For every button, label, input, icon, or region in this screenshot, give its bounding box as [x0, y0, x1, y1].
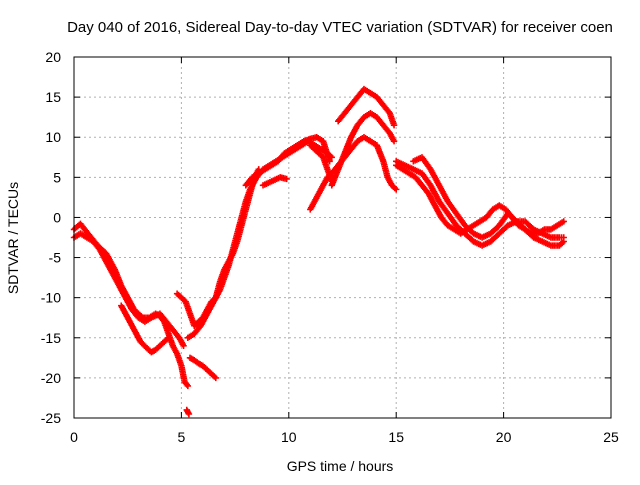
series-track-j [307, 134, 400, 213]
x-tick-label: 5 [178, 429, 186, 445]
x-tick-label: 25 [603, 429, 619, 445]
data-point [390, 138, 398, 145]
y-tick-label: 10 [45, 129, 61, 145]
series-track-h [242, 134, 333, 189]
x-tick-label: 0 [70, 429, 78, 445]
y-tick-label: -10 [41, 290, 61, 306]
series-track-p [410, 154, 567, 249]
x-tick-label: 20 [496, 429, 512, 445]
series-track-d [186, 354, 219, 382]
data-point [560, 218, 567, 225]
axes: 0 5 10 15 20 25 -25 -20 -15 -10 -5 0 5 10 15 20 [41, 49, 619, 445]
data-point [180, 342, 187, 349]
series-track-i [259, 174, 290, 189]
y-tick-label: -20 [41, 370, 61, 386]
series-track-l [335, 85, 398, 129]
data-point [184, 382, 192, 390]
plot-frame [73, 56, 612, 419]
data-point [185, 410, 193, 418]
x-tick-label: 10 [281, 429, 297, 445]
data-point [560, 238, 567, 245]
data-point [393, 186, 400, 193]
data-point [328, 178, 335, 185]
series-track-o [393, 158, 567, 249]
x-tick-label: 15 [388, 429, 404, 445]
series-track-b [70, 230, 187, 349]
series-track-c [118, 302, 172, 356]
y-tick-label: -25 [41, 410, 61, 426]
y-tick-label: 15 [45, 89, 61, 105]
chart-title: Day 040 of 2016, Sidereal Day-to-day VTE… [67, 19, 613, 36]
series-track-k [328, 109, 398, 189]
y-axis-label: SDTVAR / TECUs [5, 182, 21, 294]
data-point [165, 334, 172, 341]
x-axis-label: GPS time / hours [287, 458, 394, 474]
y-tick-label: 5 [53, 169, 61, 185]
series-track-e [183, 406, 193, 418]
series-track-m [307, 142, 335, 185]
data-point [212, 374, 219, 382]
y-tick-label: -5 [49, 250, 62, 266]
data-point [283, 175, 290, 183]
y-tick-label: -15 [41, 330, 61, 346]
data-point [390, 121, 398, 129]
y-tick-label: 20 [45, 49, 61, 65]
y-tick-label: 0 [53, 209, 61, 225]
series-track-g [184, 138, 335, 341]
data-markers [70, 85, 567, 418]
